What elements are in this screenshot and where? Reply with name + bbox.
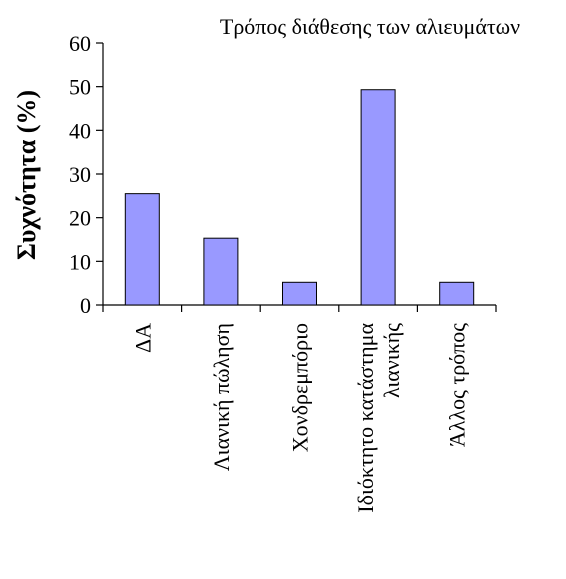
x-tick-label-1: Λιανική πώληση [209,323,234,471]
y-tick-label-30: 30 [69,162,91,187]
plot-area: 0 10 20 30 40 50 60 ΔΑ Λιανική πώληση Χονδρεμπόρι… [69,31,497,513]
bar-1 [203,237,239,306]
y-tick-label-40: 40 [69,118,91,143]
bar-4 [439,281,475,306]
bar-2 [282,281,317,306]
chart-title: Τρόπος διάθεσης των αλιευμάτων [220,14,520,39]
bar-0 [124,193,160,306]
x-tick-label-3-line-1: λιανικής [379,323,404,398]
y-tick-label-0: 0 [80,293,91,318]
y-tick-label-60: 60 [69,31,91,56]
y-tick-label-50: 50 [69,75,91,100]
y-tick-label-20: 20 [69,206,91,231]
x-tick-label-3-line-0: Ιδιόκτητο κατάστημα [353,323,378,513]
x-tick-label-2: Χονδρεμπόριο [288,323,313,452]
y-axis-label: Συχνότητα (%) [12,90,41,260]
y-tick-label-10: 10 [69,249,91,274]
x-tick-label-4: Άλλος τρόπος [445,323,470,447]
bar-3 [360,89,396,306]
x-tick-label-0: ΔΑ [130,323,155,353]
